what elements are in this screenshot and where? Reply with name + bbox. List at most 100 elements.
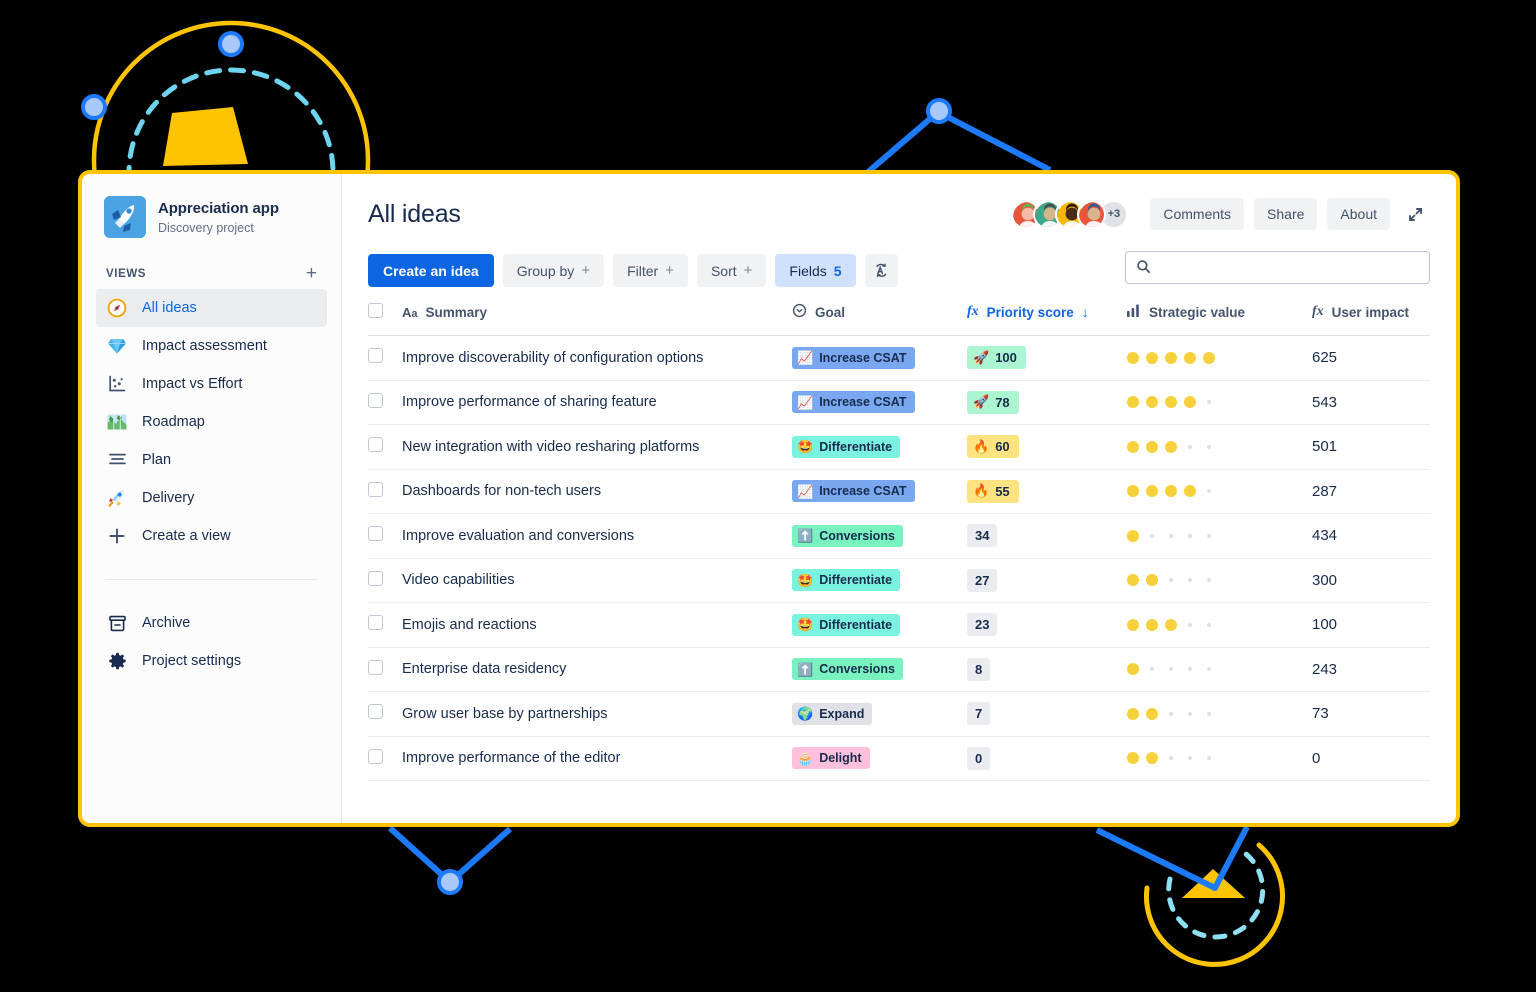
gear-icon [106,650,128,672]
col-select-all [368,303,402,336]
main-content: All ideas +3 Comments Share About Create [342,174,1456,823]
share-button[interactable]: Share [1254,198,1318,230]
row-summary-text: New integration with video resharing pla… [402,438,700,455]
fields-button[interactable]: Fields 5 [775,254,856,287]
goal-badge[interactable]: 🤩 Differentiate [792,613,901,636]
goal-badge[interactable]: 🧁 Delight [792,747,870,770]
strategic-value-rating[interactable] [1127,396,1312,409]
sort-plus-icon: + [743,262,753,279]
row-impact-cell: 100 [1312,602,1430,648]
strategic-value-rating[interactable] [1127,574,1312,587]
table-row[interactable]: Emojis and reactions 🤩 Differentiate 23 100 [368,602,1430,648]
priority-score-badge: 🔥 60 [967,435,1019,459]
text-wrap-refresh-icon[interactable] [864,254,898,287]
col-strategic-value[interactable]: Strategic value [1127,303,1312,336]
sidebar-item-project-settings[interactable]: Project settings [96,642,327,680]
avatar[interactable] [1055,199,1085,229]
col-summary[interactable]: Aa Summary [402,303,792,336]
table-row[interactable]: Improve performance of the editor 🧁 Deligh… [368,736,1430,781]
table-row[interactable]: New integration with video resharing pla… [368,424,1430,470]
sidebar-item-plan[interactable]: Plan [96,441,327,479]
strategic-value-dot [1169,756,1173,761]
col-user-impact[interactable]: fx User impact [1312,303,1430,336]
sidebar-item-label: Plan [142,452,172,468]
search-input[interactable] [1125,251,1430,284]
row-checkbox[interactable] [368,748,383,764]
avatar-group[interactable]: +3 [1011,199,1129,229]
decor-cyan-dashed-arc-bottomright [1166,848,1266,940]
row-checkbox[interactable] [368,570,383,586]
goal-badge[interactable]: ⬆️ Conversions [792,524,903,547]
sidebar-item-roadmap[interactable]: Roadmap [96,403,327,441]
row-checkbox[interactable] [368,659,383,675]
strategic-value-dot [1165,351,1177,364]
goal-badge[interactable]: ⬆️ Conversions [792,658,903,681]
user-impact-value: 287 [1312,482,1338,500]
table-row[interactable]: Video capabilities 🤩 Differentiate 27 300 [368,558,1430,603]
row-checkbox[interactable] [368,392,383,408]
comments-button[interactable]: Comments [1150,198,1245,230]
add-view-plus-icon[interactable]: + [305,263,317,284]
goal-badge[interactable]: 🤩 Differentiate [792,569,901,592]
about-button[interactable]: About [1327,198,1390,230]
filter-button[interactable]: Filter + [613,254,688,287]
strategic-value-rating[interactable] [1127,663,1312,676]
row-checkbox[interactable] [368,704,383,720]
strategic-value-rating[interactable] [1127,440,1312,453]
table-row[interactable]: Improve discoverability of configuration… [368,335,1430,381]
priority-emoji: 🚀 [973,349,990,365]
sidebar-item-create-a-view[interactable]: Create a view [96,517,327,555]
goal-badge[interactable]: 🌍 Expand [792,702,873,725]
row-checkbox[interactable] [368,526,383,542]
sort-button[interactable]: Sort + [696,254,767,287]
title-row: All ideas +3 Comments Share About [368,198,1430,230]
strategic-value-rating[interactable] [1127,485,1312,498]
sidebar-item-delivery[interactable]: Delivery [96,479,327,517]
strategic-value-dot [1146,440,1158,453]
table-row[interactable]: Improve performance of sharing feature 📈 I… [368,380,1430,425]
col-priority-score[interactable]: fx Priority score ↓ [967,303,1127,336]
row-impact-cell: 543 [1312,380,1430,425]
strategic-value-dot [1188,622,1192,627]
strategic-value-rating[interactable] [1127,618,1312,631]
expand-diagonal-icon[interactable] [1400,199,1430,229]
sidebar-item-impact-vs-effort[interactable]: Impact vs Effort [96,365,327,403]
group-by-button[interactable]: Group by + [502,254,605,287]
row-checkbox[interactable] [368,348,383,364]
strategic-value-rating[interactable] [1127,752,1312,765]
row-select-cell [368,513,402,559]
strategic-value-rating[interactable] [1127,529,1312,542]
select-all-checkbox[interactable] [368,303,383,318]
priority-score-value: 78 [995,394,1010,410]
strategic-value-dot [1127,574,1139,587]
goal-badge[interactable]: 📈 Increase CSAT [792,391,915,414]
decor-blue-line-bottomleft [387,825,512,885]
table-row[interactable]: Enterprise data residency ⬆️ Conversions 8 2… [368,647,1430,692]
project-header[interactable]: Appreciation app Discovery project [82,196,341,238]
table-row[interactable]: Grow user base by partnerships 🌍 Expand 7 73 [368,691,1430,737]
row-checkbox[interactable] [368,481,383,497]
table-row[interactable]: Dashboards for non-tech users 📈 Increase C… [368,469,1430,514]
avatar[interactable] [1033,199,1063,229]
row-goal-cell: ⬆️ Conversions [792,647,967,692]
avatar[interactable] [1077,199,1107,229]
table-row[interactable]: Improve evaluation and conversions ⬆️ Conv… [368,513,1430,559]
strategic-value-rating[interactable] [1127,351,1312,364]
create-an-idea-button[interactable]: Create an idea [368,254,494,287]
row-checkbox[interactable] [368,437,383,453]
sidebar-item-all-ideas[interactable]: All ideas [96,289,327,327]
strategic-value-rating[interactable] [1127,707,1312,720]
goal-badge[interactable]: 📈 Increase CSAT [792,346,915,369]
goal-badge[interactable]: 🤩 Differentiate [792,435,901,458]
row-checkbox[interactable] [368,615,383,631]
col-goal[interactable]: Goal [792,303,967,336]
decor-blue-dot-bottomleft [437,869,463,895]
goal-badge[interactable]: 📈 Increase CSAT [792,480,915,503]
sidebar-item-impact-assessment[interactable]: Impact assessment [96,327,327,365]
col-strategic-label: Strategic value [1149,304,1246,320]
strategic-value-dot [1207,622,1211,627]
sidebar-item-archive[interactable]: Archive [96,604,327,642]
plus-icon [106,525,128,547]
row-summary-cell: Improve performance of sharing feature [402,380,792,425]
user-impact-value: 243 [1312,660,1338,678]
